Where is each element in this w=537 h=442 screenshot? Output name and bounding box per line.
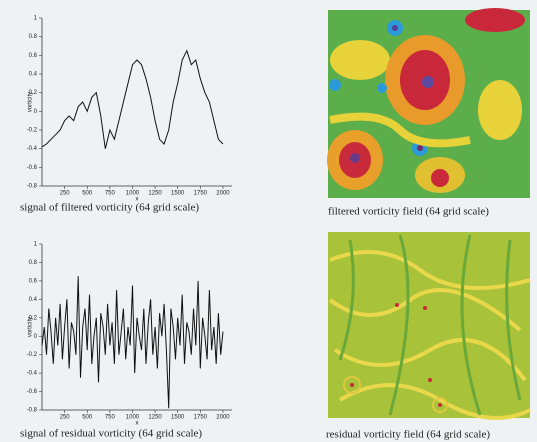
y-tick-label: -0.6 (27, 165, 38, 171)
x-tick-label: 500 (82, 415, 93, 421)
x-tick-label: 2000 (216, 415, 230, 421)
y-tick-label: 0.4 (29, 297, 38, 303)
residual-field-image (328, 232, 530, 418)
y-tick-label: -0.2 (27, 352, 38, 358)
x-tick-label: 1750 (194, 415, 208, 421)
chart-caption: signal of residual vorticity (64 grid sc… (20, 428, 202, 440)
y-tick-label: 0.6 (29, 53, 38, 59)
y-axis-label: vorticity (28, 317, 34, 337)
x-tick-label: 1250 (148, 415, 162, 421)
y-tick-label: 0.8 (29, 34, 38, 40)
image-caption: residual vorticity field (64 grid scale) (326, 429, 490, 441)
y-tick-label: 0.4 (29, 72, 38, 78)
x-tick-label: 1500 (171, 191, 185, 197)
chart-caption: signal of filtered vorticity (64 grid sc… (20, 202, 199, 214)
figure: filtered vorticity field (64 grid scale)… (0, 0, 537, 442)
filtered-field-image (327, 8, 530, 198)
image-caption: filtered vorticity field (64 grid scale) (328, 206, 489, 218)
x-tick-label: 250 (60, 191, 71, 197)
y-tick-label: 0.8 (29, 260, 38, 266)
y-tick-label: -0.4 (27, 146, 38, 152)
y-tick-label: -0.8 (27, 408, 38, 414)
y-tick-label: 0.6 (29, 278, 38, 284)
y-tick-label: -0.8 (27, 184, 38, 190)
x-tick-label: 1250 (148, 191, 162, 197)
x-tick-label: 2000 (216, 191, 230, 197)
x-tick-label: 1750 (194, 191, 208, 197)
y-tick-label: -0.6 (27, 389, 38, 395)
x-tick-label: 250 (60, 415, 71, 421)
y-axis-label: vorticity (28, 92, 34, 112)
y-tick-label: -0.4 (27, 371, 38, 377)
x-tick-label: 750 (105, 191, 116, 197)
x-tick-label: 1500 (171, 415, 185, 421)
y-tick-label: -0.2 (27, 128, 38, 134)
x-axis-label: x (136, 421, 139, 427)
x-tick-label: 750 (105, 415, 116, 421)
x-tick-label: 500 (82, 191, 93, 197)
